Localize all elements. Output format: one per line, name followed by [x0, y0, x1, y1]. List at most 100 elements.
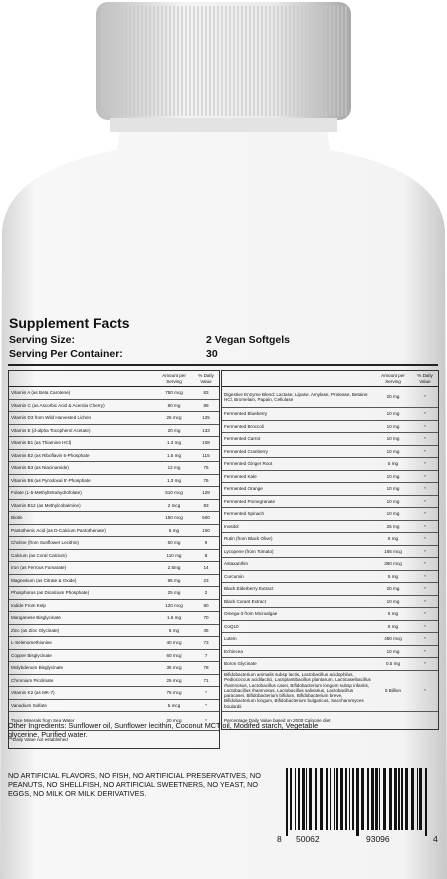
amount: 5 mg — [387, 573, 399, 579]
amount: 10 mg — [386, 498, 400, 504]
table-row: Vitamin E (d-alpha Tocopherol Acetate) 20… — [9, 425, 219, 437]
amount: 0.5 mg — [385, 661, 401, 667]
table-row: Vitamin B12 (as Methylcobalmine) 2 mcg 83 — [9, 500, 219, 512]
barcode-bar — [383, 768, 386, 830]
daily-value: 89 — [203, 402, 209, 408]
daily-value: * — [424, 648, 426, 654]
table-row: Boron Glycinate 0.5 mg * — [222, 658, 438, 671]
other-ingredients: Other Ingredients: Sunflower oil, Sunflo… — [8, 721, 319, 739]
daily-value: * — [424, 436, 426, 442]
nutrient: Rutin (from Black Olive) — [224, 536, 273, 542]
amount: 10 mg — [386, 511, 400, 517]
amount: 750 mcg — [165, 390, 183, 396]
table-row: Vitamin D3 from Wild Harvested Lichen 25 … — [9, 412, 219, 425]
table-row: Fermented Spinach 10 mg * — [222, 508, 438, 521]
amount: 35 mcg — [166, 665, 182, 671]
barcode-bar — [405, 768, 408, 830]
table-row: Magnesium (as Citrate & Oxide) 95 mg 23 — [9, 575, 219, 587]
daily-value: 8 — [204, 552, 208, 558]
nutrient: Inositol — [224, 523, 239, 529]
daily-value: * — [424, 598, 426, 604]
barcode-bar — [394, 768, 397, 830]
table-row: Omega-3 from Microalgae 5 mg * — [222, 608, 438, 621]
table-row: Lycopene (from Tomato) 165 mcg * — [222, 546, 438, 558]
barcode-bar — [345, 768, 347, 830]
daily-value: 125 — [202, 415, 210, 421]
column-header: Amount per Serving — [381, 373, 405, 384]
footnote: Percentage Daily Value based on 2000 Cal… — [224, 717, 331, 723]
nutrient: Zinc (as Zinc Glycinate) — [11, 627, 60, 633]
nutrient: Vitamin B2 (as Riboflavin 5-Phosphate — [11, 452, 90, 458]
daily-value: 78 — [203, 665, 209, 671]
amount: 10 mg — [386, 473, 400, 479]
barcode-bar — [315, 768, 317, 830]
barcode-bar — [309, 768, 312, 830]
nutrient: Fermented Spinach — [224, 511, 265, 517]
amount: 510 mcg — [165, 490, 183, 496]
daily-value: * — [424, 573, 426, 579]
footnote: *Daily Value not established — [11, 737, 68, 742]
right-table: Amount per Serving % Daily Value Digestive… — [221, 370, 439, 730]
nutrient: Black Elderberry Extract — [224, 586, 274, 592]
amount: 165 mcg — [384, 548, 402, 554]
barcode-bar — [389, 768, 392, 830]
amount: 10 mg — [386, 486, 400, 492]
barcode-bar — [356, 768, 359, 836]
nutrient: Vanadium Sulfate — [11, 702, 47, 708]
daily-value: 115 — [202, 452, 210, 458]
nutrient: Vitamin E (d-alpha Tocopherol Acetate) — [11, 427, 91, 433]
daily-value: 83 — [203, 390, 209, 396]
daily-value: * — [424, 523, 426, 529]
table-row: Pantothenic Acid (as D-Calcium Pantothen… — [9, 525, 219, 537]
table-row: Vitamin B2 (as Riboflavin 5-Phosphate 1.5… — [9, 450, 219, 462]
nutrient: Calcium (as Coral Calcium) — [11, 552, 67, 558]
nutrient: Iodide From Kelp — [11, 602, 46, 608]
amount: 25 mcg — [166, 677, 182, 683]
table-row: Fermented Broccoli 10 mg * — [222, 421, 438, 433]
amount: 5 mg — [168, 627, 180, 633]
barcode-bar — [398, 768, 400, 830]
table-row: Bifidobacterium animalis subsp lactis, L… — [222, 671, 438, 712]
daily-value: * — [424, 586, 426, 592]
amount: 5 Billion — [384, 687, 402, 693]
daily-value: * — [424, 511, 426, 517]
daily-value: * — [205, 702, 207, 708]
amount: 25 mg — [167, 590, 181, 596]
daily-value: * — [424, 411, 426, 417]
daily-value: * — [424, 623, 426, 629]
nutrient: Black Curant Extract — [224, 598, 266, 604]
amount: 60 mcg — [166, 652, 182, 658]
nutrient: L-Selenomethionine — [11, 640, 52, 646]
column-header: % Daily Value — [417, 373, 433, 384]
amount: 20 mcg — [166, 718, 182, 724]
nutrient: CoQ10 — [224, 623, 239, 629]
daily-value: * — [424, 394, 426, 400]
daily-value: 2 — [204, 590, 208, 596]
amount: 10 mg — [386, 598, 400, 604]
amount: 20 mg — [386, 394, 400, 400]
table-row: Fermented Cranberry 10 mg * — [222, 446, 438, 458]
table-row: Lutein 450 mcg * — [222, 633, 438, 646]
table-row: Digestive Enzyme Blend: Lactase, Lipase,… — [222, 387, 438, 408]
table-row: Vanadium Sulfate 5 mcg * — [9, 700, 219, 712]
barcode-bar — [349, 768, 350, 830]
amount: 80 mg — [167, 402, 181, 408]
nutrient: Pantothenic Acid (as D-Calcium Pantothen… — [11, 527, 106, 533]
daily-value: 133 — [202, 427, 210, 433]
barcode-bar — [352, 768, 354, 830]
nutrient: Fermented Cranberry — [224, 448, 268, 454]
amount: 450 mcg — [384, 636, 402, 642]
servings: 30 — [206, 348, 218, 360]
daily-value: 45 — [203, 627, 209, 633]
nutrient: Fermented Carrot — [224, 436, 261, 442]
nutrient: Fermented Broccoli — [224, 423, 264, 429]
table-row: Copper Bisglycinate 60 mcg 7 — [9, 650, 219, 662]
nutrient: Molybdenum Bisglycinate — [11, 665, 64, 671]
barcode-digit: 50062 — [296, 834, 320, 844]
table-row: Molybdenum Bisglycinate 35 mcg 78 — [9, 662, 219, 675]
barcode-bar — [340, 768, 343, 830]
column-header: Amount per Serving — [162, 373, 186, 384]
table-row: Fermented Kale 10 mg * — [222, 471, 438, 483]
daily-value: * — [424, 448, 426, 454]
daily-value: 108 — [202, 440, 210, 446]
